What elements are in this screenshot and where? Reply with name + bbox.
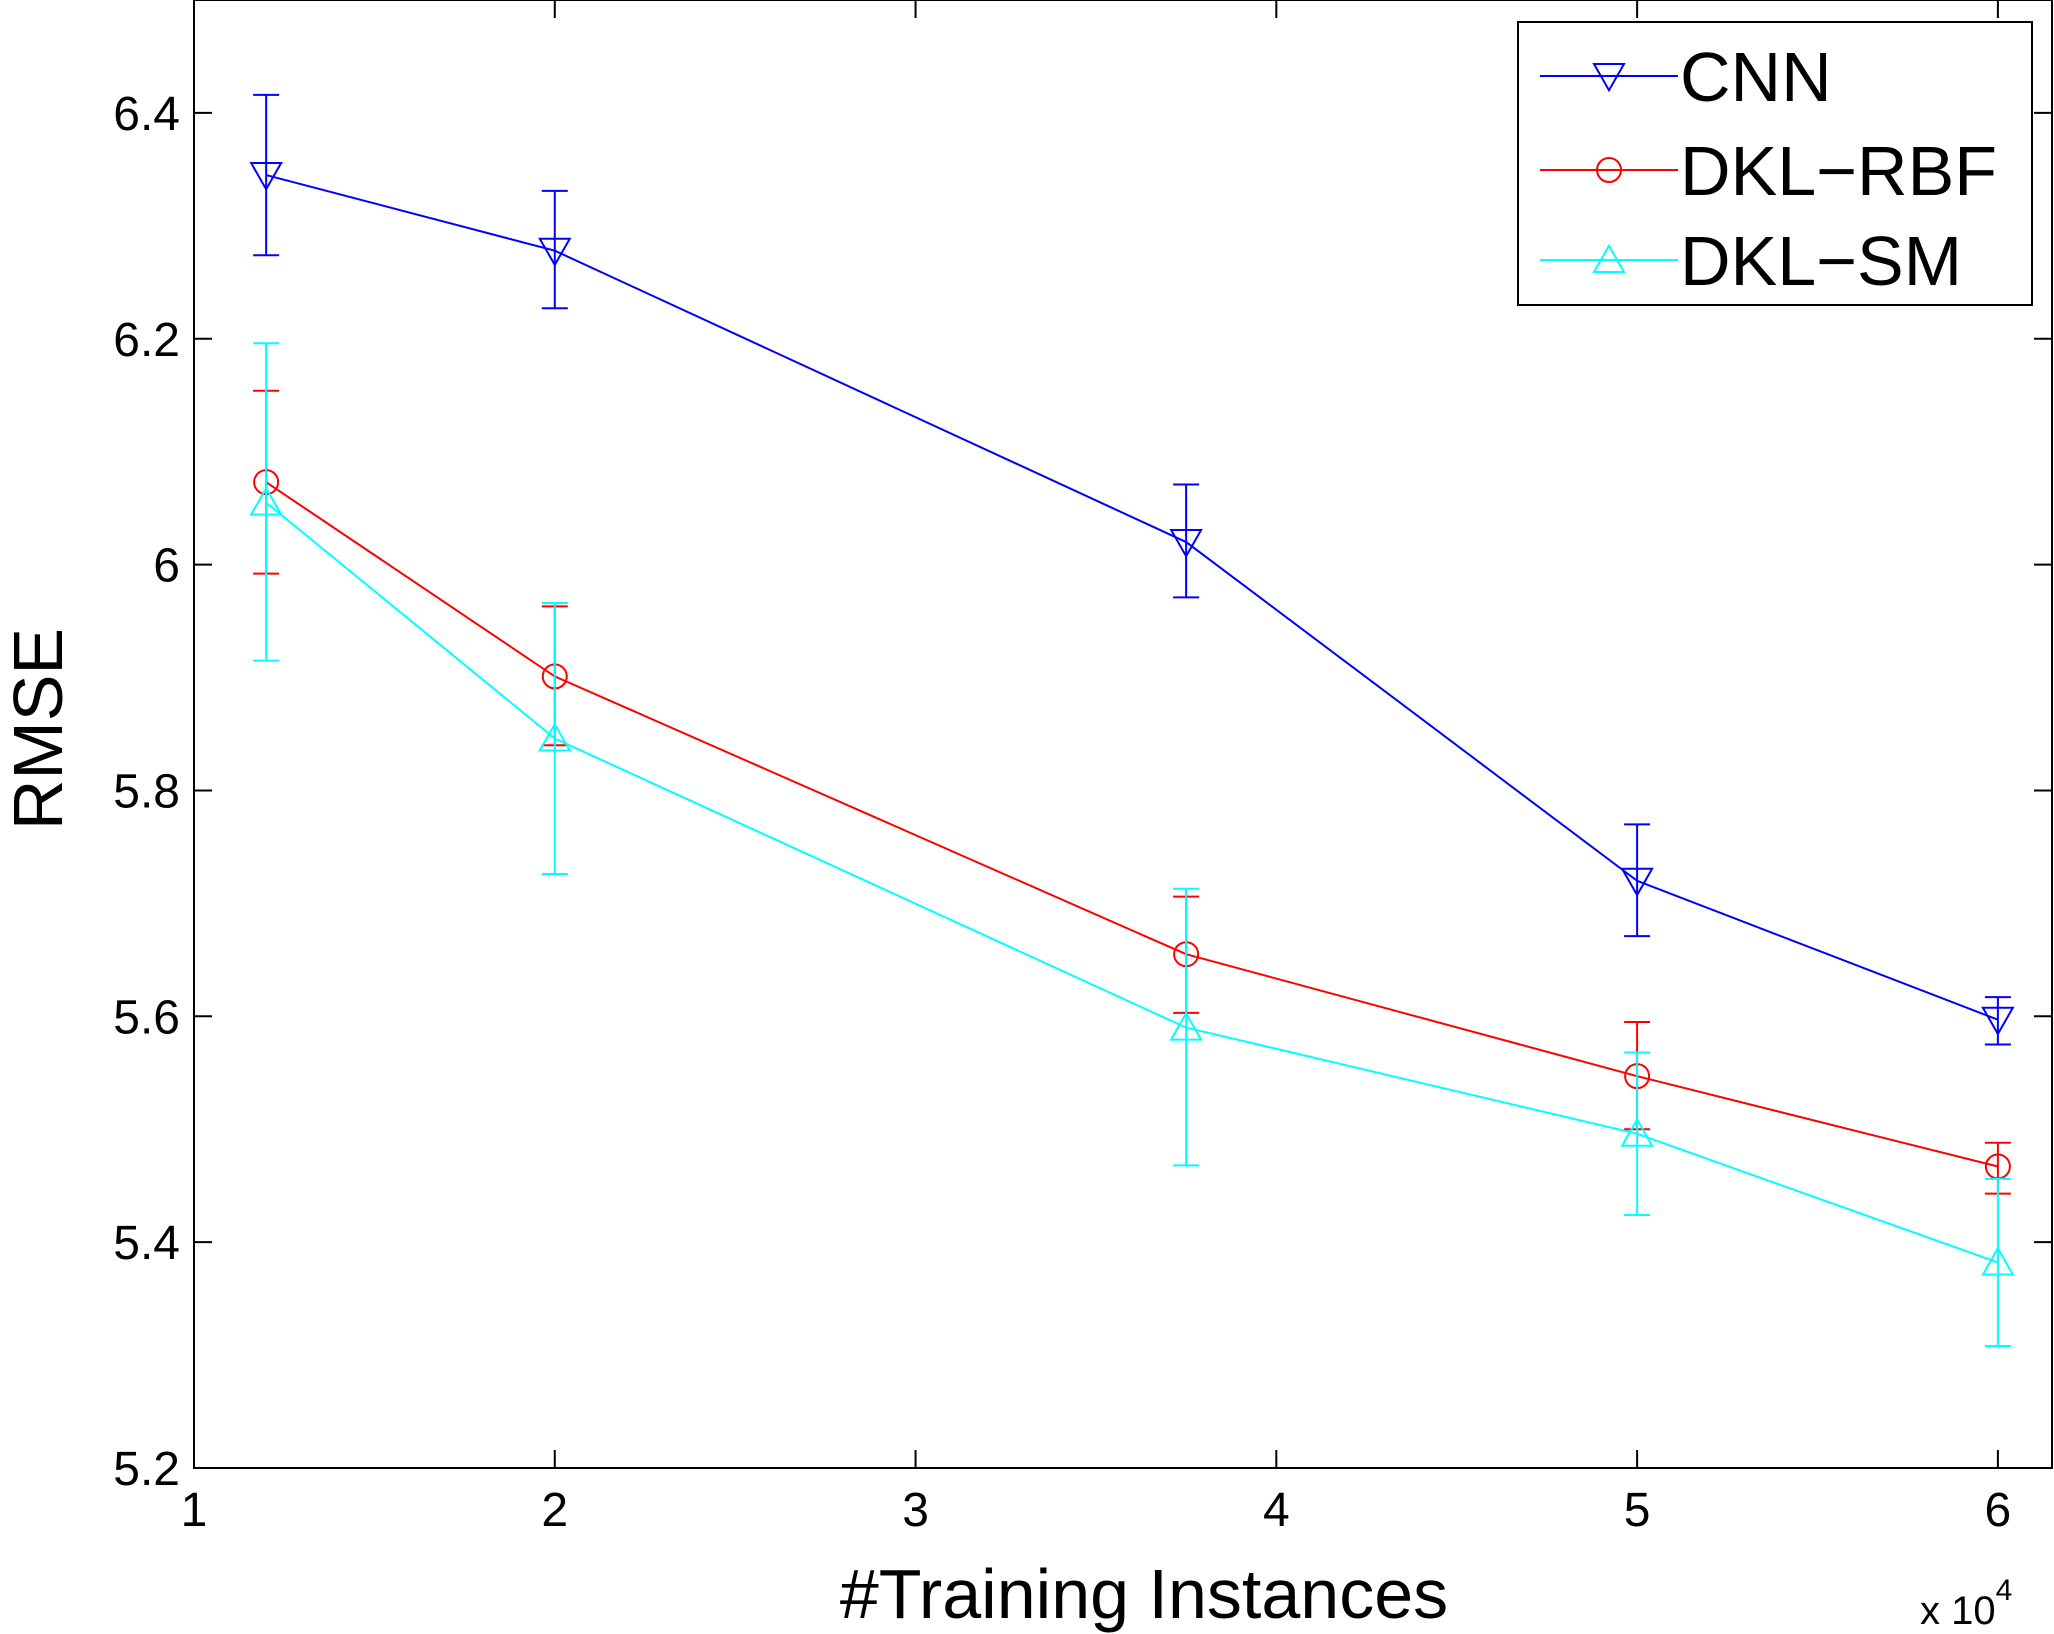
data-point bbox=[1981, 1246, 2015, 1276]
series-dkl-sm bbox=[249, 342, 2015, 1348]
y-tick-label: 6.4 bbox=[113, 88, 180, 141]
data-point bbox=[1620, 1117, 1654, 1147]
legend-label: DKL−SM bbox=[1680, 222, 1962, 300]
data-point bbox=[1169, 529, 1203, 559]
y-tick-label: 5.4 bbox=[113, 1217, 180, 1270]
x-tick-label: 6 bbox=[1985, 1484, 2012, 1537]
x-tick-label: 5 bbox=[1624, 1484, 1651, 1537]
legend-label: DKL−RBF bbox=[1680, 132, 1997, 210]
x-tick-label: 2 bbox=[541, 1484, 568, 1537]
x-axis-title: #Training Instances bbox=[840, 1555, 1448, 1633]
legend-marker bbox=[1592, 243, 1626, 273]
y-tick-label: 6.2 bbox=[113, 314, 180, 367]
legend-item-dkl-sm: DKL−SM bbox=[1540, 222, 1962, 300]
y-axis-title: RMSE bbox=[0, 628, 77, 830]
legend: CNN DKL−RBF DKL−SM bbox=[1517, 21, 2033, 306]
data-point bbox=[1981, 1006, 2015, 1036]
legend-box bbox=[1517, 21, 2033, 306]
y-tick-label: 5.6 bbox=[113, 991, 180, 1044]
legend-item-dkl-rbf: DKL−RBF bbox=[1540, 132, 1997, 210]
y-tick-label: 6 bbox=[153, 540, 180, 593]
x-tick-label: 1 bbox=[181, 1484, 208, 1537]
data-point bbox=[249, 162, 283, 192]
legend-item-cnn: CNN bbox=[1540, 38, 1832, 116]
legend-label: CNN bbox=[1680, 38, 1832, 116]
legend-marker bbox=[1596, 157, 1622, 183]
y-tick-label: 5.2 bbox=[113, 1443, 180, 1496]
x-axis-multiplier: x 104 bbox=[1920, 1574, 2012, 1633]
x-tick-label: 4 bbox=[1263, 1484, 1290, 1537]
series-layer bbox=[249, 93, 2015, 1348]
data-point bbox=[249, 486, 283, 516]
data-point bbox=[538, 237, 572, 267]
data-point bbox=[538, 722, 572, 752]
data-point bbox=[1620, 867, 1654, 898]
series-cnn bbox=[249, 93, 2015, 1046]
y-tick-label: 5.8 bbox=[113, 765, 180, 818]
x-tick-label: 3 bbox=[902, 1484, 929, 1537]
x-axis: 1 2 3 4 5 6 bbox=[181, 0, 2012, 1537]
x-axis-multiplier-exponent: 4 bbox=[1996, 1574, 2013, 1607]
data-point bbox=[1169, 1011, 1203, 1041]
y-axis: 5.2 5.4 5.6 5.8 6 6.2 6.4 bbox=[113, 88, 2052, 1496]
legend-marker bbox=[1592, 63, 1626, 93]
x-axis-multiplier-base: x 10 bbox=[1920, 1589, 1996, 1633]
